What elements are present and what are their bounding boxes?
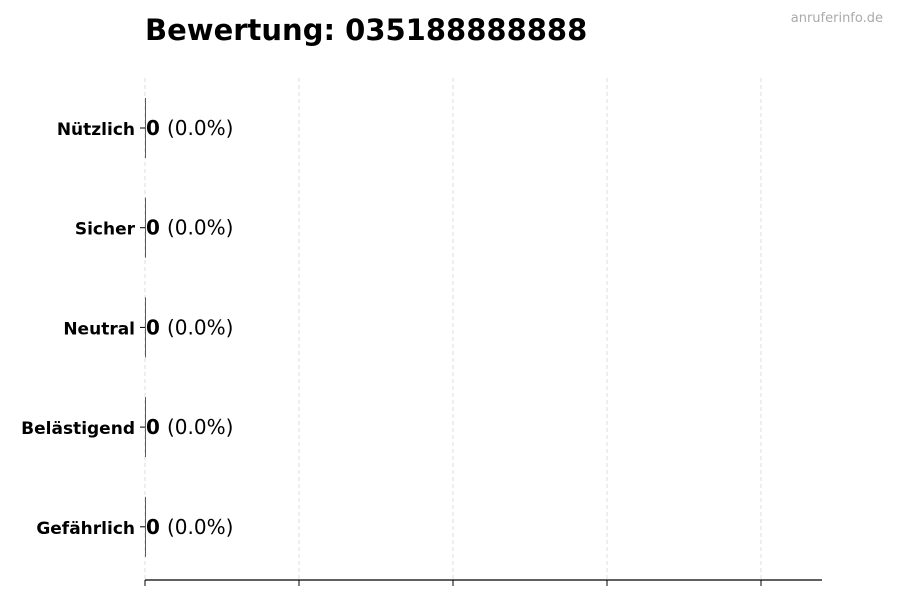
value-label: 0 (146, 315, 160, 339)
category-label: Belästigend (21, 419, 135, 439)
value-label: 0 (146, 216, 160, 240)
percent-label: (0.0%) (167, 116, 233, 140)
percent-label: (0.0%) (167, 315, 233, 339)
bar (145, 297, 146, 358)
bar (145, 98, 146, 158)
category-label: Gefährlich (36, 519, 135, 539)
category-label: Nützlich (57, 120, 135, 140)
value-label: 0 (146, 116, 160, 140)
percent-label: (0.0%) (167, 515, 233, 539)
value-label: 0 (146, 515, 160, 539)
bar (145, 496, 146, 557)
value-label: 0 (146, 415, 160, 439)
watermark: anruferinfo.de (791, 11, 883, 26)
chart-title: Bewertung: 035188888888 (145, 13, 587, 47)
bar (145, 397, 146, 458)
category-label: Neutral (63, 319, 135, 339)
category-label: Sicher (75, 220, 136, 240)
percent-label: (0.0%) (167, 415, 233, 439)
bar (145, 197, 146, 258)
percent-label: (0.0%) (167, 216, 233, 240)
